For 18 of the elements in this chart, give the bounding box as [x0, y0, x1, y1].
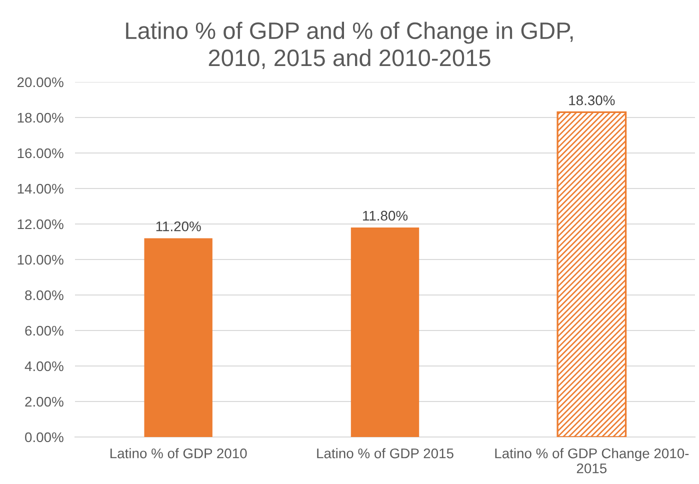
y-tick-label: 14.00% — [18, 184, 64, 194]
x-tick-label: Latino % of GDP 2015 — [317, 448, 454, 458]
x-tick-label: Latino % of GDP 2010 — [110, 448, 247, 458]
x-tick-label: Latino % of GDP Change 2010-2015 — [495, 448, 689, 474]
y-tick-label: 2.00% — [25, 396, 64, 407]
y-tick-label: 4.00% — [24, 361, 64, 372]
data-label: 18.30% — [569, 95, 615, 106]
y-tick-label: 6.00% — [25, 326, 64, 336]
data-label: 11.20% — [156, 221, 201, 232]
y-tick-label: 10.00% — [18, 254, 64, 265]
y-tick-label: 16.00% — [18, 148, 64, 158]
y-tick-label: 8.00% — [25, 290, 64, 300]
data-label: 11.80% — [363, 210, 408, 221]
y-tick-label: 12.00% — [18, 219, 64, 230]
y-tick-label: 18.00% — [18, 112, 64, 123]
y-tick-label: 0.00% — [25, 432, 64, 442]
y-tick-label: 20.00% — [17, 77, 64, 88]
chart-title: Latino % of GDP and % of Change in GDP, 2010, 2015 and 2010-2015 — [126, 22, 573, 70]
